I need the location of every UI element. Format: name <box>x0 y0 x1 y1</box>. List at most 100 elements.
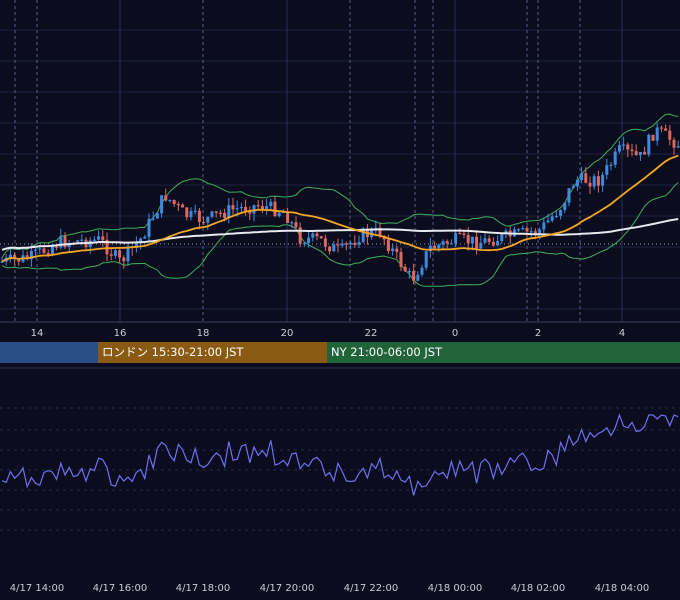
candle-body <box>517 229 521 231</box>
candle-body <box>218 212 222 214</box>
candle-body <box>223 212 227 218</box>
osc-x-tick-label: 4/17 14:00 <box>9 583 65 594</box>
candle-body <box>470 236 474 244</box>
candle-body <box>437 244 441 249</box>
candle-body <box>260 206 264 210</box>
candle-body <box>672 139 676 148</box>
candle-body <box>613 151 617 165</box>
candle-body <box>113 250 117 256</box>
candle-body <box>227 205 231 218</box>
candle-body <box>626 144 630 150</box>
candle-body <box>529 231 533 233</box>
candle-body <box>269 201 273 207</box>
candle-body <box>252 205 256 214</box>
candle-body <box>97 236 101 240</box>
candle-body <box>601 174 605 186</box>
candle-body <box>46 252 50 256</box>
candle-body <box>340 243 344 246</box>
session-2: NY 21:00-06:00 JST <box>327 342 680 363</box>
candle-body <box>105 239 109 255</box>
candle-body <box>559 210 563 216</box>
candle-body <box>176 204 180 206</box>
candle-body <box>428 245 432 252</box>
candle-body <box>491 241 495 246</box>
candle-body <box>462 233 466 235</box>
candle-body <box>538 229 542 234</box>
x-tick-label: 20 <box>280 328 294 339</box>
candle-body <box>483 238 487 243</box>
candle-body <box>449 243 453 245</box>
grid-lines <box>0 0 680 531</box>
candle-body <box>361 228 365 243</box>
candle-body <box>622 144 626 146</box>
candle-body <box>664 128 668 131</box>
candle-body <box>206 216 210 223</box>
candle-body <box>651 134 655 141</box>
candle-body <box>13 254 17 259</box>
candle-body <box>290 222 294 224</box>
candle-body <box>63 236 67 248</box>
osc-x-tick-label: 4/17 18:00 <box>175 583 231 594</box>
ma-long <box>1 218 679 251</box>
candle-body <box>139 238 143 244</box>
candle-body <box>92 239 96 241</box>
candle-body <box>29 250 33 260</box>
candle-body <box>546 220 550 223</box>
osc-x-tick-label: 4/17 16:00 <box>92 583 148 594</box>
candle-body <box>181 204 185 208</box>
osc-x-tick-label: 4/18 04:00 <box>594 583 650 594</box>
candle-body <box>588 182 592 187</box>
candle-body <box>638 152 642 156</box>
oscillator-panel <box>1 413 679 496</box>
x-tick-label: 14 <box>30 328 44 339</box>
candle-body <box>395 248 399 252</box>
candle-body <box>319 236 323 239</box>
candle-body <box>151 218 155 220</box>
candle-body <box>605 165 609 175</box>
candle-body <box>126 246 130 262</box>
candle-body <box>567 188 571 203</box>
candle-body <box>298 227 302 244</box>
candle-body <box>571 186 575 189</box>
candle-body <box>244 206 248 212</box>
candle-body <box>55 246 59 248</box>
candle-body <box>596 176 600 186</box>
x-tick-label: 22 <box>364 328 378 339</box>
candle-body <box>315 233 319 237</box>
candle-body <box>676 146 680 148</box>
candle-body <box>391 248 395 252</box>
candle-body <box>655 127 659 141</box>
candlesticks <box>0 122 680 285</box>
candle-body <box>42 248 46 253</box>
candle-body <box>281 211 285 214</box>
candle-body <box>344 243 348 245</box>
candle-body <box>420 267 424 275</box>
candle-body <box>286 211 290 223</box>
candle-body <box>88 240 92 248</box>
candle-body <box>521 228 525 230</box>
x-tick-label: 18 <box>196 328 210 339</box>
candle-body <box>118 250 122 258</box>
candle-body <box>592 176 596 187</box>
candle-body <box>214 211 218 213</box>
candle-body <box>248 211 252 214</box>
candle-body <box>617 145 621 152</box>
candle-body <box>239 206 243 209</box>
candle-body <box>399 251 403 267</box>
candle-body <box>454 233 458 244</box>
bollinger-bands <box>1 113 679 287</box>
osc-x-tick-label: 4/18 00:00 <box>427 583 483 594</box>
candle-body <box>643 152 647 155</box>
candle-body <box>122 257 126 262</box>
candle-body <box>424 251 428 268</box>
candle-body <box>172 199 176 205</box>
candle-body <box>101 236 105 240</box>
candle-body <box>412 271 416 281</box>
candle-body <box>80 239 84 241</box>
candle-body <box>487 238 491 242</box>
candle-body <box>609 164 613 166</box>
candle-body <box>332 244 336 252</box>
candle-body <box>525 228 529 232</box>
bollinger-lower <box>1 182 679 287</box>
